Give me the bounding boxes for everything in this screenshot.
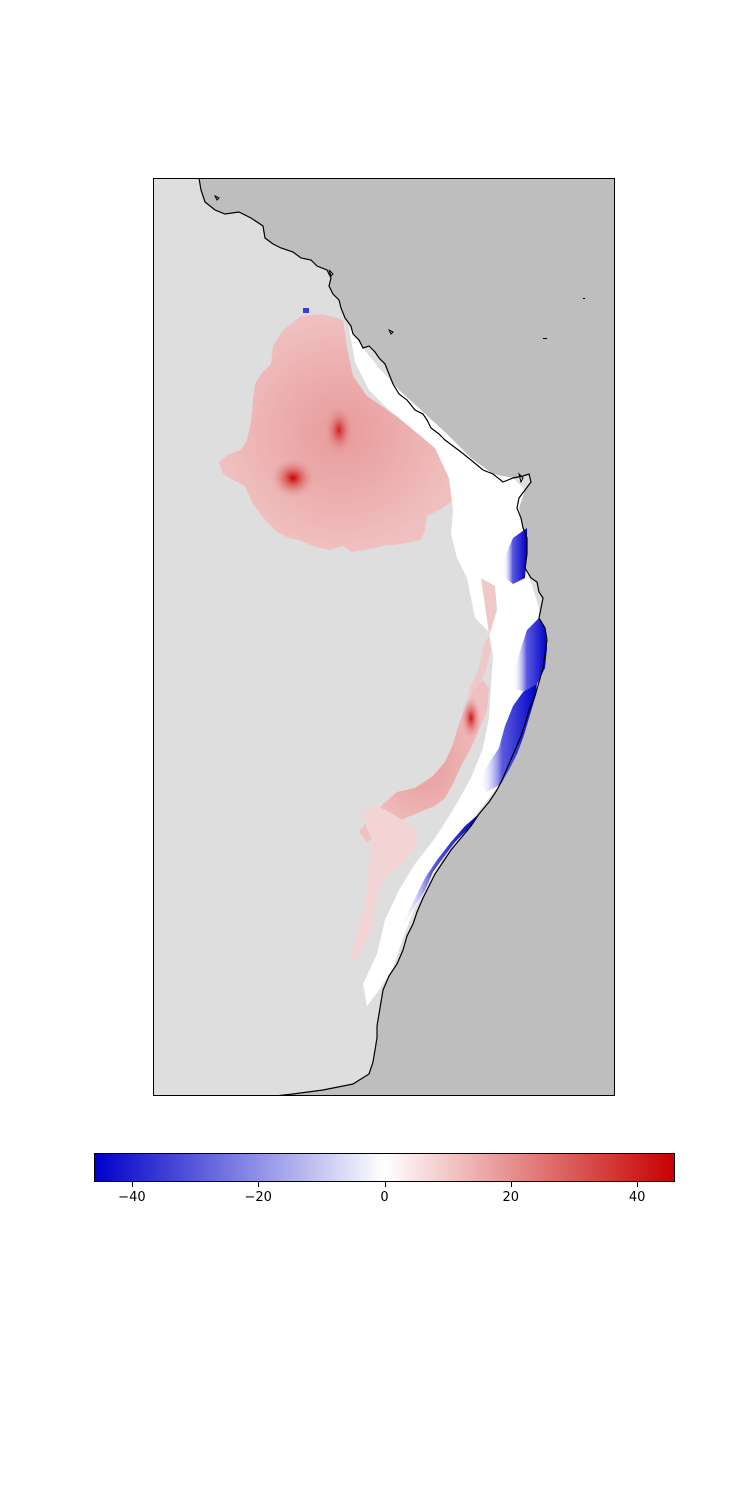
- colorbar-tick-label: 20: [502, 1190, 520, 1205]
- negative-band-upper: [503, 528, 527, 584]
- positive-region-central: [467, 578, 497, 698]
- coastline: [198, 178, 548, 1096]
- white-transition-zone: [349, 328, 543, 1006]
- anomaly-data-layer: [219, 308, 547, 1006]
- island: [328, 269, 334, 277]
- colorbar-tick: [131, 1182, 133, 1187]
- colorbar-tick-label: 40: [628, 1190, 646, 1205]
- island: [583, 298, 585, 299]
- island: [518, 472, 524, 484]
- island: [213, 194, 220, 201]
- colorbar-tick-label: 0: [380, 1190, 389, 1205]
- positive-peak-central: [325, 406, 353, 454]
- negative-band-middle: [513, 618, 547, 692]
- map-panel: [153, 178, 615, 1096]
- positive-peak-south: [461, 696, 481, 740]
- colorbar-tick-label: −20: [244, 1190, 272, 1205]
- colorbar-tick: [510, 1182, 512, 1187]
- positive-peak-west: [271, 458, 315, 498]
- island: [543, 338, 547, 339]
- colorbar: [94, 1153, 675, 1182]
- colorbar-tick: [384, 1182, 386, 1187]
- colorbar-tick-label: −40: [118, 1190, 146, 1205]
- colorbar-tick: [258, 1182, 260, 1187]
- positive-region-south-strip: [359, 680, 489, 842]
- island: [387, 328, 394, 335]
- negative-speck-north: [303, 308, 309, 313]
- map-svg: [153, 178, 615, 1096]
- colorbar-tick: [637, 1182, 639, 1187]
- land-area: [153, 178, 547, 1096]
- positive-region-southwest-lobe: [351, 806, 417, 964]
- map-border: [153, 178, 615, 1096]
- negative-band-lower: [479, 684, 537, 792]
